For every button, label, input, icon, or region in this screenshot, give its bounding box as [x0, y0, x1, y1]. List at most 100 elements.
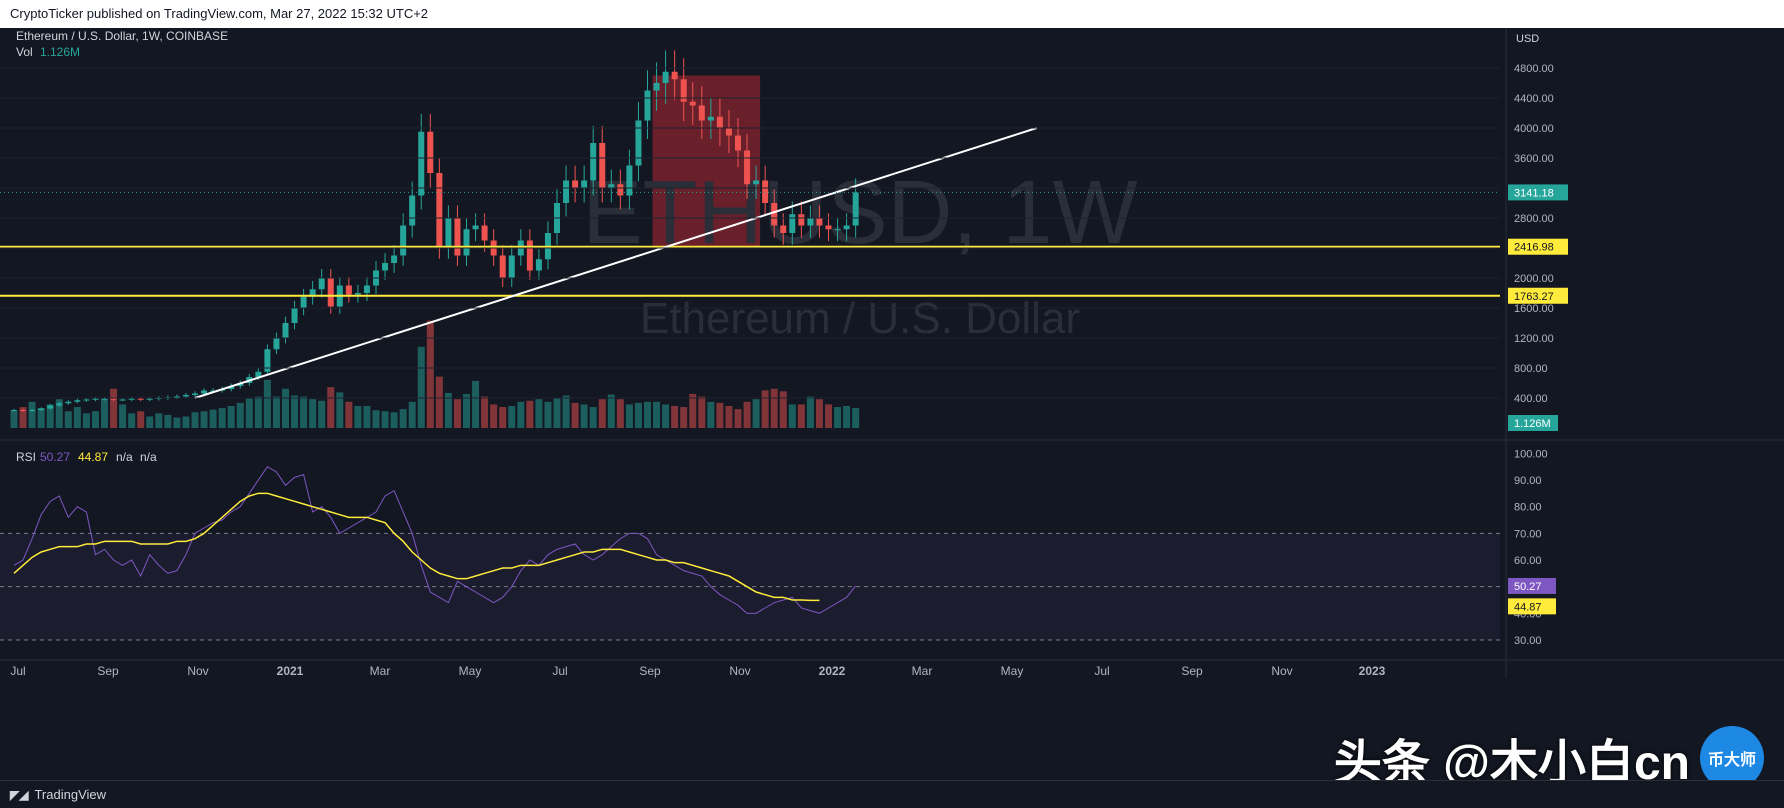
candle-body — [481, 225, 488, 241]
candle-body — [825, 225, 832, 230]
candle-body — [327, 278, 334, 307]
candle-body — [635, 120, 642, 166]
time-tick-label: 2021 — [277, 664, 304, 678]
volume-bar — [571, 402, 579, 428]
candle-body — [698, 105, 705, 121]
volume-bar — [734, 409, 742, 428]
candle-body — [662, 71, 669, 83]
volume-bar — [463, 393, 470, 428]
candle-body — [309, 289, 316, 297]
volume-bar — [426, 320, 434, 428]
rsi-value-label: 44.87 — [1514, 601, 1542, 613]
support-price-label: 2416.98 — [1514, 242, 1554, 254]
volume-bar — [19, 407, 27, 428]
volume-bar — [137, 411, 145, 428]
volume-bar — [761, 390, 769, 428]
volume-bar — [191, 412, 199, 428]
volume-bar — [453, 399, 461, 428]
time-tick-label: Sep — [97, 664, 119, 678]
candle-body — [499, 255, 506, 278]
candle-body — [581, 180, 588, 188]
candle-body — [173, 396, 180, 398]
candle-body — [834, 229, 841, 231]
rsi-axis: 30.0040.0050.0060.0070.0080.0090.00100.0… — [1508, 448, 1556, 647]
volume-bar — [662, 404, 670, 428]
candle-body — [291, 308, 298, 323]
volume-bar — [64, 411, 72, 428]
candle-body — [110, 398, 117, 400]
rsi-background — [0, 532, 1500, 641]
volume-bar — [671, 406, 679, 428]
volume-bar — [146, 416, 154, 428]
candle-body — [590, 143, 597, 181]
volume-bar — [390, 412, 398, 428]
time-tick-label: Jul — [10, 664, 25, 678]
volume-bar — [218, 408, 226, 428]
volume-bar — [354, 406, 362, 428]
volume-bar — [544, 401, 552, 428]
price-tick-label: 1600.00 — [1514, 303, 1554, 315]
volume-bar — [318, 400, 326, 428]
candle-body — [436, 173, 443, 248]
candle-body — [725, 128, 732, 136]
candle-body — [137, 398, 144, 400]
candle-body — [427, 131, 434, 173]
volume-bar — [37, 408, 45, 428]
tradingview-brand[interactable]: TradingView — [34, 787, 107, 802]
candle-body — [20, 410, 27, 411]
trendline — [194, 127, 1037, 399]
pane-legends: Ethereum / U.S. Dollar, 1W, COINBASE Vol… — [16, 29, 228, 464]
volume-bar — [644, 401, 651, 428]
overlay-logo: 币大师 — [1700, 726, 1764, 790]
volume-bar — [119, 404, 127, 428]
volume-bar — [779, 391, 787, 428]
volume-bar — [345, 401, 353, 428]
candle-body — [255, 371, 262, 377]
candle-body — [572, 180, 579, 188]
tradingview-logo-icon[interactable]: ◤◢ — [10, 787, 29, 802]
drawn-lines — [0, 127, 1500, 399]
volume-bar — [372, 410, 380, 428]
candle-body — [418, 131, 425, 196]
volume-bar — [55, 399, 63, 428]
volume-bar — [173, 417, 181, 428]
volume-bar — [852, 408, 860, 428]
candle-body — [735, 135, 741, 151]
volume-bar — [634, 402, 642, 428]
time-tick-label: Mar — [370, 664, 391, 678]
symbol-watermark: ETHUSD, 1W Ethereum / U.S. Dollar — [582, 163, 1137, 343]
candle-body — [382, 263, 389, 271]
candle-body — [363, 285, 370, 293]
price-pane[interactable]: ETHUSD, 1W Ethereum / U.S. Dollar 400.00… — [0, 28, 1784, 678]
rsi-tick-label: 60.00 — [1514, 555, 1542, 567]
volume-bar — [272, 396, 280, 428]
rsi-pane[interactable]: 30.0040.0050.0060.0070.0080.0090.00100.0… — [0, 448, 1556, 647]
volume-bar — [444, 392, 452, 428]
candle-body — [707, 116, 714, 121]
volume-bar — [806, 396, 814, 428]
candle-body — [318, 278, 325, 290]
price-tick-label: 1200.00 — [1514, 333, 1554, 345]
volume-bar — [535, 399, 543, 428]
volume-bar — [598, 399, 606, 428]
volume-bar — [834, 407, 842, 428]
volume-bar — [562, 395, 570, 428]
candle-body — [653, 83, 660, 91]
candle-body — [508, 255, 515, 278]
volume-bar — [182, 416, 190, 428]
price-tick-label: 800.00 — [1514, 363, 1548, 375]
candle-body — [807, 218, 814, 226]
chart-area[interactable]: ETHUSD, 1W Ethereum / U.S. Dollar 400.00… — [0, 28, 1784, 780]
volume-bar — [381, 411, 389, 428]
time-tick-label: Mar — [912, 664, 933, 678]
rsi-lines — [13, 465, 857, 614]
rsi-tick-label: 80.00 — [1514, 502, 1542, 514]
candle-body — [843, 225, 850, 230]
price-tick-label: 2800.00 — [1514, 213, 1554, 225]
volume-bar — [788, 404, 796, 428]
candle-body — [74, 400, 81, 402]
candle-body — [789, 214, 796, 233]
candle-body — [354, 293, 361, 295]
volume-bar — [517, 401, 525, 428]
price-tick-label: 2000.00 — [1514, 273, 1554, 285]
